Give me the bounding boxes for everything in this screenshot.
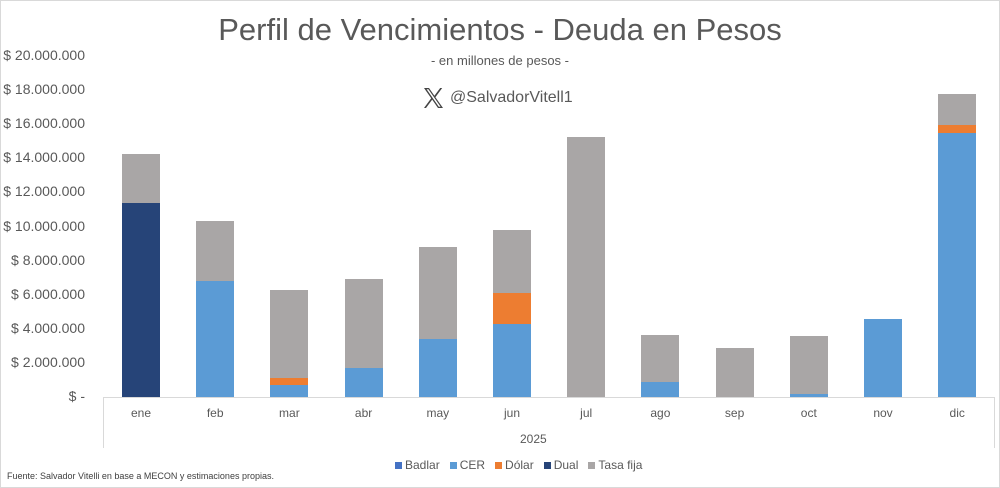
y-tick-label: $ 18.000.000 xyxy=(3,81,85,98)
bar-segment-cer xyxy=(196,281,235,397)
bar-mar xyxy=(270,289,309,397)
x-axis-box xyxy=(103,397,995,448)
bar-segment-cer xyxy=(789,393,828,397)
bar-segment-dual xyxy=(122,202,160,397)
bar-ago xyxy=(641,334,680,397)
legend-swatch-icon xyxy=(495,461,503,469)
legend-item-tasa-fija: Tasa fija xyxy=(588,458,642,472)
bar-segment-tasa-fija xyxy=(715,348,754,397)
bar-abr xyxy=(344,278,383,397)
y-tick-label: $ 10.000.000 xyxy=(3,217,85,234)
bar-segment-cer xyxy=(418,339,457,397)
y-tick-label: $ 2.000.000 xyxy=(11,353,85,370)
bar-segment-cer xyxy=(641,381,680,397)
bar-may xyxy=(418,246,457,397)
y-tick-label: $ 8.000.000 xyxy=(11,251,85,268)
bar-nov xyxy=(864,318,902,397)
legend-label: Tasa fija xyxy=(598,458,643,472)
bar-feb xyxy=(196,221,235,397)
y-tick-label: $ 4.000.000 xyxy=(11,319,85,336)
x-tick-label: may xyxy=(426,406,450,420)
bar-segment-tasa-fija xyxy=(789,335,828,394)
y-tick-label: $ 16.000.000 xyxy=(3,115,85,132)
source-note: Fuente: Salvador Vitelli en base a MECON… xyxy=(7,471,274,481)
bar-segment-dólar xyxy=(493,292,531,324)
y-tick-label: $ 14.000.000 xyxy=(3,149,85,166)
x-tick-label: sep xyxy=(724,406,745,420)
handle-text: @SalvadorVitell1 xyxy=(450,89,573,106)
bar-segment-tasa-fija xyxy=(493,230,531,293)
x-tick-label: jun xyxy=(503,406,520,420)
x-tick-label: mar xyxy=(279,406,300,420)
author-handle: @SalvadorVitell1 xyxy=(420,86,573,110)
bar-sep xyxy=(715,348,754,397)
x-tick-label: ago xyxy=(650,406,671,420)
x-logo-icon xyxy=(424,88,443,108)
bar-segment-cer xyxy=(938,133,977,397)
legend-swatch-icon xyxy=(395,461,402,469)
y-tick-label: $ 20.000.000 xyxy=(3,47,85,63)
bar-segment-tasa-fija xyxy=(270,289,309,379)
x-tick-label: nov xyxy=(873,406,893,420)
x-tick-label: ene xyxy=(130,406,152,420)
legend: Badlar CER Dólar Dual Tasa fija xyxy=(395,458,642,472)
x-axis-group-label: 2025 xyxy=(520,432,547,446)
bar-oct xyxy=(789,335,828,397)
legend-label: Badlar xyxy=(405,458,440,472)
y-tick-label: $ 12.000.000 xyxy=(3,183,85,200)
legend-swatch-icon xyxy=(588,461,596,469)
legend-item-dólar: Dólar xyxy=(495,458,534,472)
bar-segment-cer xyxy=(493,323,531,397)
bar-segment-tasa-fija xyxy=(344,278,383,368)
legend-label: Dual xyxy=(553,458,579,472)
bar-segment-tasa-fija xyxy=(418,246,457,340)
bar-segment-dólar xyxy=(938,125,977,134)
x-tick-label: dic xyxy=(949,406,965,420)
x-tick-label: feb xyxy=(206,406,224,420)
legend-item-dual: Dual xyxy=(543,458,579,472)
y-tick-label: $ 6.000.000 xyxy=(11,285,85,302)
bar-segment-dólar xyxy=(270,378,309,386)
bar-jun xyxy=(493,230,531,397)
bar-segment-tasa-fija xyxy=(938,94,977,126)
bar-segment-tasa-fija xyxy=(641,334,680,382)
legend-label: CER xyxy=(459,458,486,472)
chart-title: Perfil de Vencimientos - Deuda en Pesos xyxy=(218,12,782,47)
x-tick-label: oct xyxy=(800,406,817,420)
bar-dic xyxy=(938,94,977,397)
legend-item-cer: CER xyxy=(449,458,486,472)
bar-segment-cer xyxy=(864,318,902,397)
y-tick-label: $ - xyxy=(68,388,85,404)
bar-segment-cer xyxy=(270,385,309,397)
bar-segment-tasa-fija xyxy=(122,154,160,203)
legend-item-badlar: Badlar xyxy=(395,458,440,472)
bar-segment-tasa-fija xyxy=(567,136,606,397)
chart-subtitle: - en millones de pesos - xyxy=(430,53,569,68)
bar-ene xyxy=(122,154,160,397)
bar-segment-cer xyxy=(344,368,383,397)
x-tick-label: jul xyxy=(580,406,593,420)
legend-swatch-icon xyxy=(449,461,457,469)
legend-label: Dólar xyxy=(505,458,534,472)
x-tick-label: abr xyxy=(354,406,373,420)
legend-swatch-icon xyxy=(543,461,551,469)
bar-jul xyxy=(567,136,606,397)
bar-segment-tasa-fija xyxy=(196,221,235,282)
